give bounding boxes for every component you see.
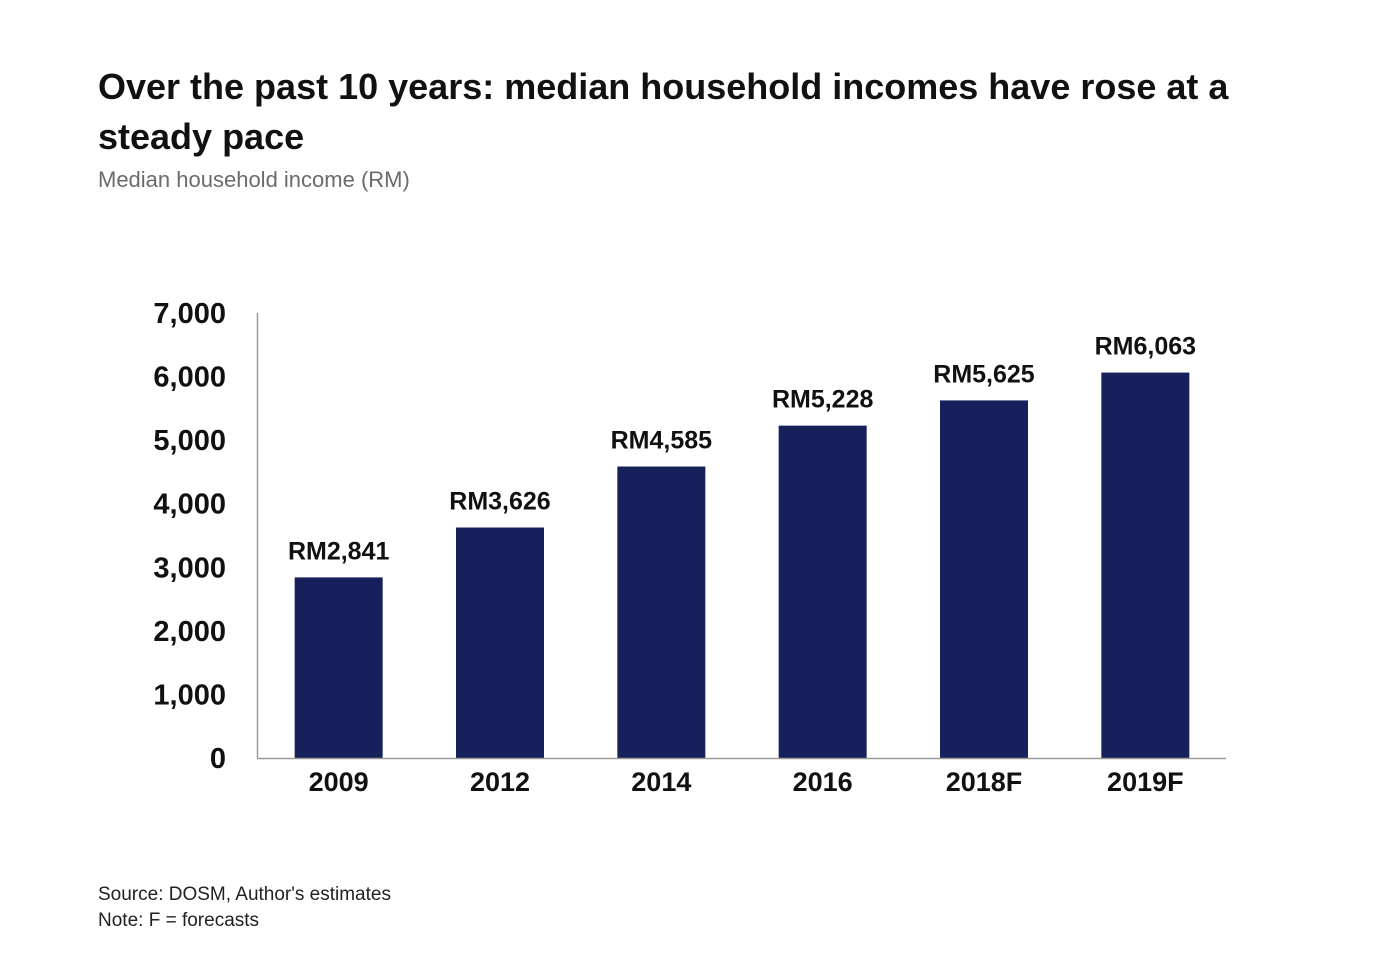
- x-tick-label: 2019F: [1107, 767, 1184, 797]
- y-tick-label: 2,000: [153, 616, 226, 648]
- x-tick-label: 2018F: [946, 767, 1023, 797]
- x-tick-label: 2016: [793, 767, 853, 797]
- bar: [294, 577, 383, 758]
- x-tick-label: 2009: [309, 767, 369, 797]
- bars-group: [294, 372, 1190, 758]
- bar-value-label: RM5,228: [772, 386, 874, 414]
- y-tick-label: 6,000: [153, 362, 226, 394]
- bar-value-label: RM3,626: [449, 487, 550, 515]
- bar: [617, 466, 706, 758]
- bar-value-label: RM4,585: [611, 427, 713, 455]
- bar: [1101, 372, 1190, 758]
- chart-subtitle: Median household income (RM): [98, 167, 410, 192]
- footer: Source: DOSM, Author's estimates Note: F…: [98, 882, 391, 934]
- y-tick-label: 7,000: [153, 298, 226, 330]
- bar-value-label: RM2,841: [288, 537, 390, 565]
- x-axis-ticks: 2009 2012 2014 2016 2018F 2019F: [309, 767, 1184, 797]
- chart-title: Over the past 10 years: median household…: [98, 66, 1229, 157]
- bar-value-label: RM5,625: [933, 360, 1035, 388]
- source-note: Source: DOSM, Author's estimates: [98, 884, 391, 905]
- y-tick-label: 5,000: [153, 425, 226, 457]
- y-tick-label: 0: [210, 743, 226, 775]
- x-tick-label: 2012: [470, 767, 530, 797]
- bar-value-label: RM6,063: [1095, 333, 1196, 361]
- bar: [778, 425, 867, 758]
- y-tick-label: 1,000: [153, 679, 226, 711]
- y-axis-ticks: 0 1,000 2,000 3,000 4,000 5,000 6,000 7,000: [153, 298, 226, 775]
- data-labels-group: RM2,841 RM3,626 RM4,585 RM5,228 RM5,625 RM6,0…: [288, 333, 1196, 566]
- x-tick-label: 2014: [631, 767, 691, 797]
- bar: [456, 527, 544, 758]
- forecast-note: Note: F = forecasts: [98, 910, 260, 931]
- y-tick-label: 4,000: [153, 489, 226, 521]
- y-tick-label: 3,000: [153, 552, 226, 584]
- bar: [940, 400, 1028, 758]
